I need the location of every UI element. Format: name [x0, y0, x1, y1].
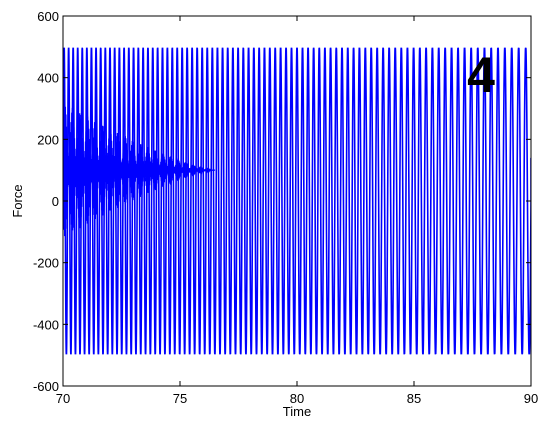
x-tick-label: 90 [524, 391, 538, 406]
series-line-force [63, 47, 531, 355]
x-tick-label: 85 [407, 391, 421, 406]
axes: 70 75 80 85 90 -600 -400 -200 0 200 400 600 [33, 9, 538, 406]
y-tick-label: 400 [37, 71, 59, 86]
x-tick-label: 70 [56, 391, 70, 406]
plot-area [63, 47, 531, 355]
y-tick-label: 600 [37, 9, 59, 24]
y-axis-label: Force [10, 184, 25, 217]
series-transient-band [63, 105, 216, 237]
y-tick-label: -600 [33, 379, 59, 394]
x-tick-label: 80 [290, 391, 304, 406]
x-axis-label: Time [283, 404, 311, 419]
y-tick-label: -200 [33, 256, 59, 271]
panel-annotation: 4 [467, 47, 495, 103]
y-tick-label: 200 [37, 132, 59, 147]
x-tick-label: 75 [173, 391, 187, 406]
y-tick-label: 0 [52, 194, 59, 209]
y-tick-label: -400 [33, 317, 59, 332]
